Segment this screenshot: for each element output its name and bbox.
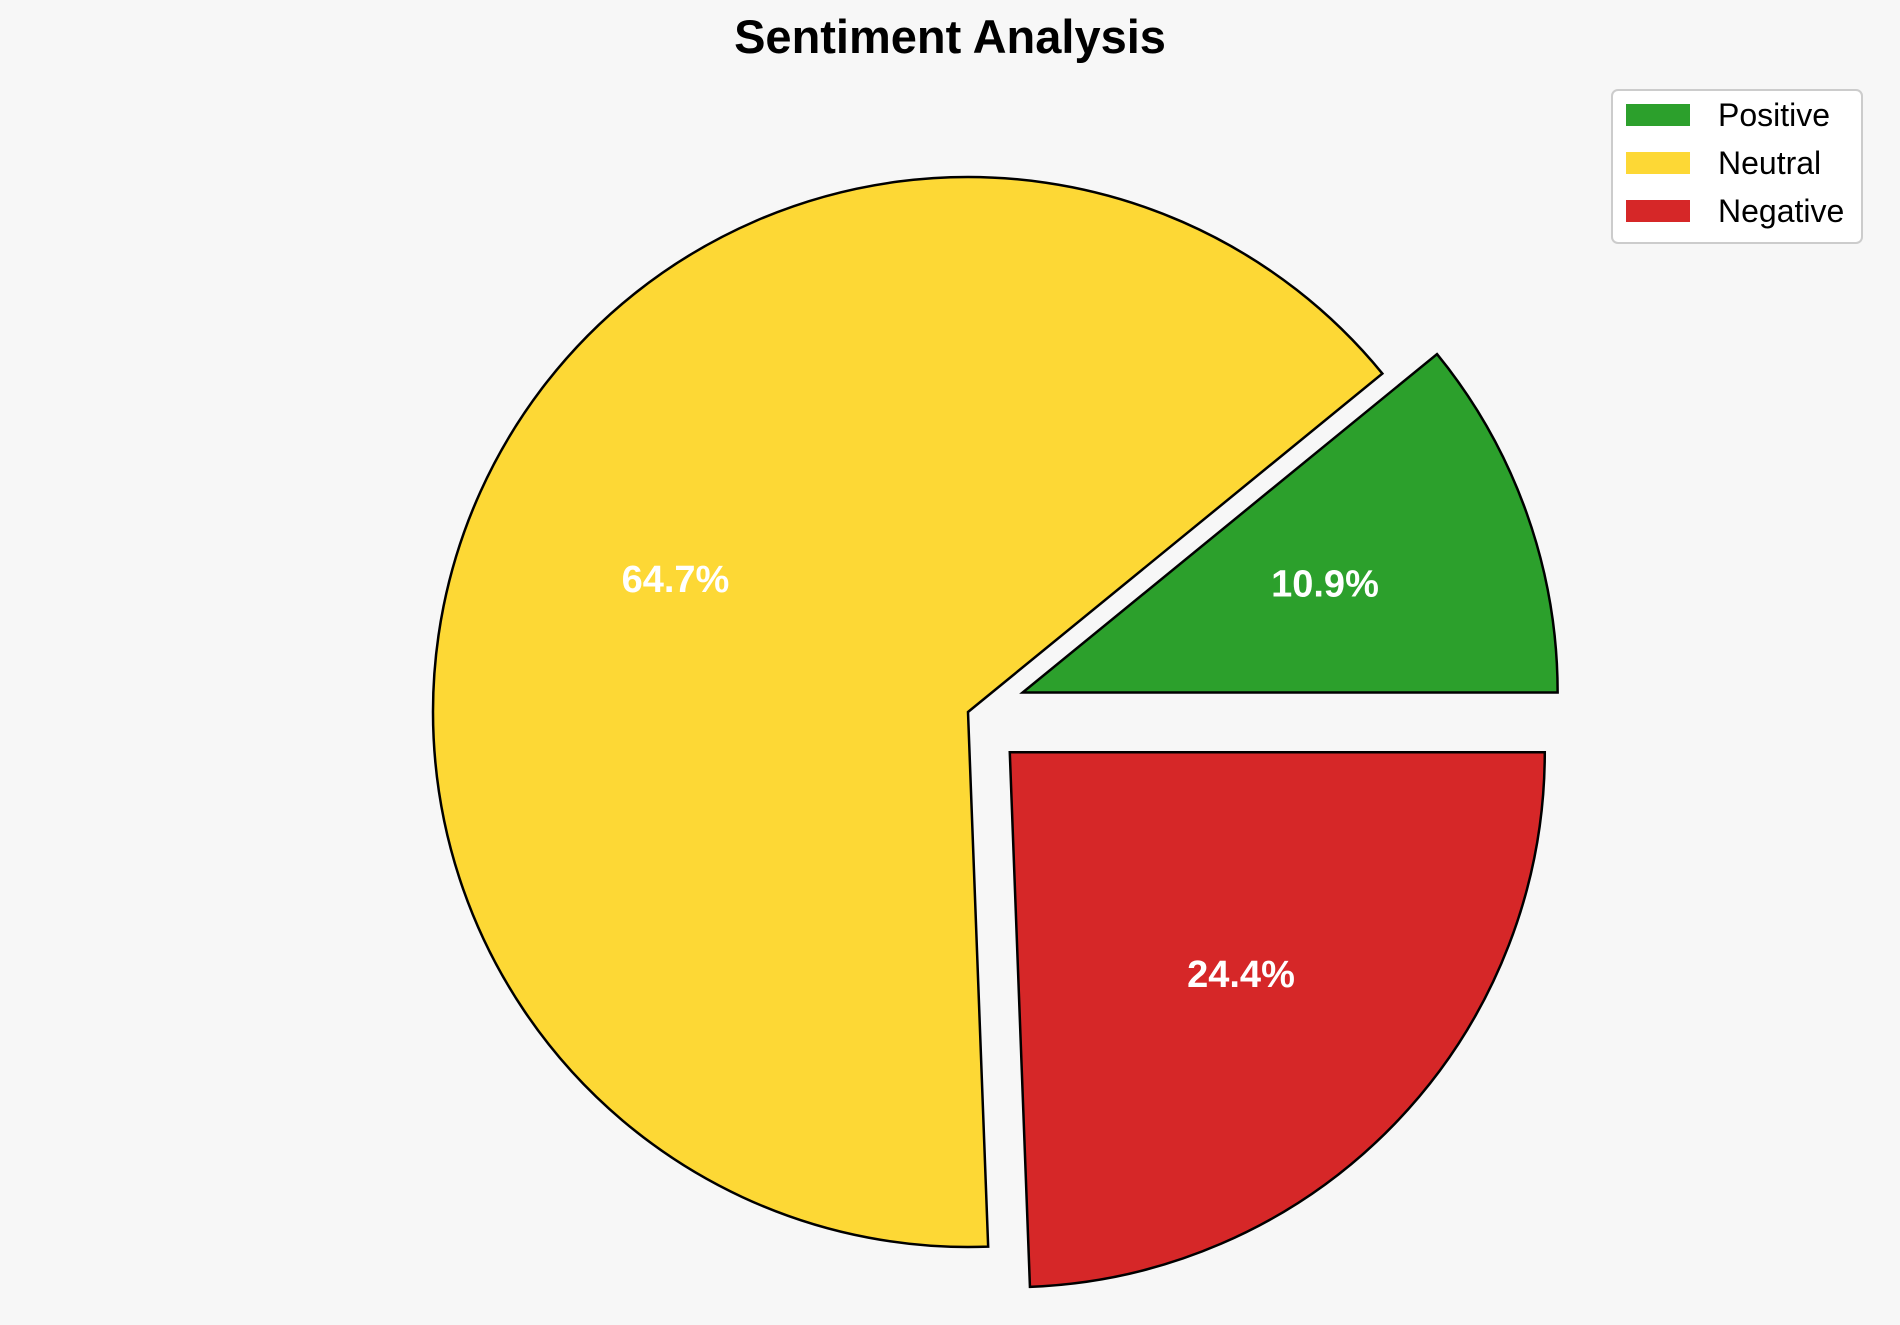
legend-label-neutral: Neutral [1718,145,1821,181]
value-label-positive: 10.9% [1271,564,1379,606]
pie-slices [431,175,1559,1289]
legend-label-positive: Positive [1718,97,1830,133]
legend-item-positive: Positive [1626,97,1830,133]
legend-label-negative: Negative [1718,193,1844,229]
legend-swatch-positive [1626,104,1690,126]
slice-positive [1019,352,1559,694]
chart-title: Sentiment Analysis [734,10,1166,63]
value-label-neutral: 64.7% [622,559,730,601]
value-label-negative: 24.4% [1187,954,1295,996]
slice-negative [1008,750,1547,1289]
legend-item-neutral: Neutral [1626,145,1821,181]
legend-swatch-negative [1626,200,1690,222]
pie-value-labels: 10.9% 64.7% 24.4% [622,559,1379,996]
legend-swatch-neutral [1626,152,1690,174]
legend: Positive Neutral Negative [1611,89,1863,244]
legend-item-negative: Negative [1626,193,1844,229]
slice-neutral [431,175,1385,1249]
